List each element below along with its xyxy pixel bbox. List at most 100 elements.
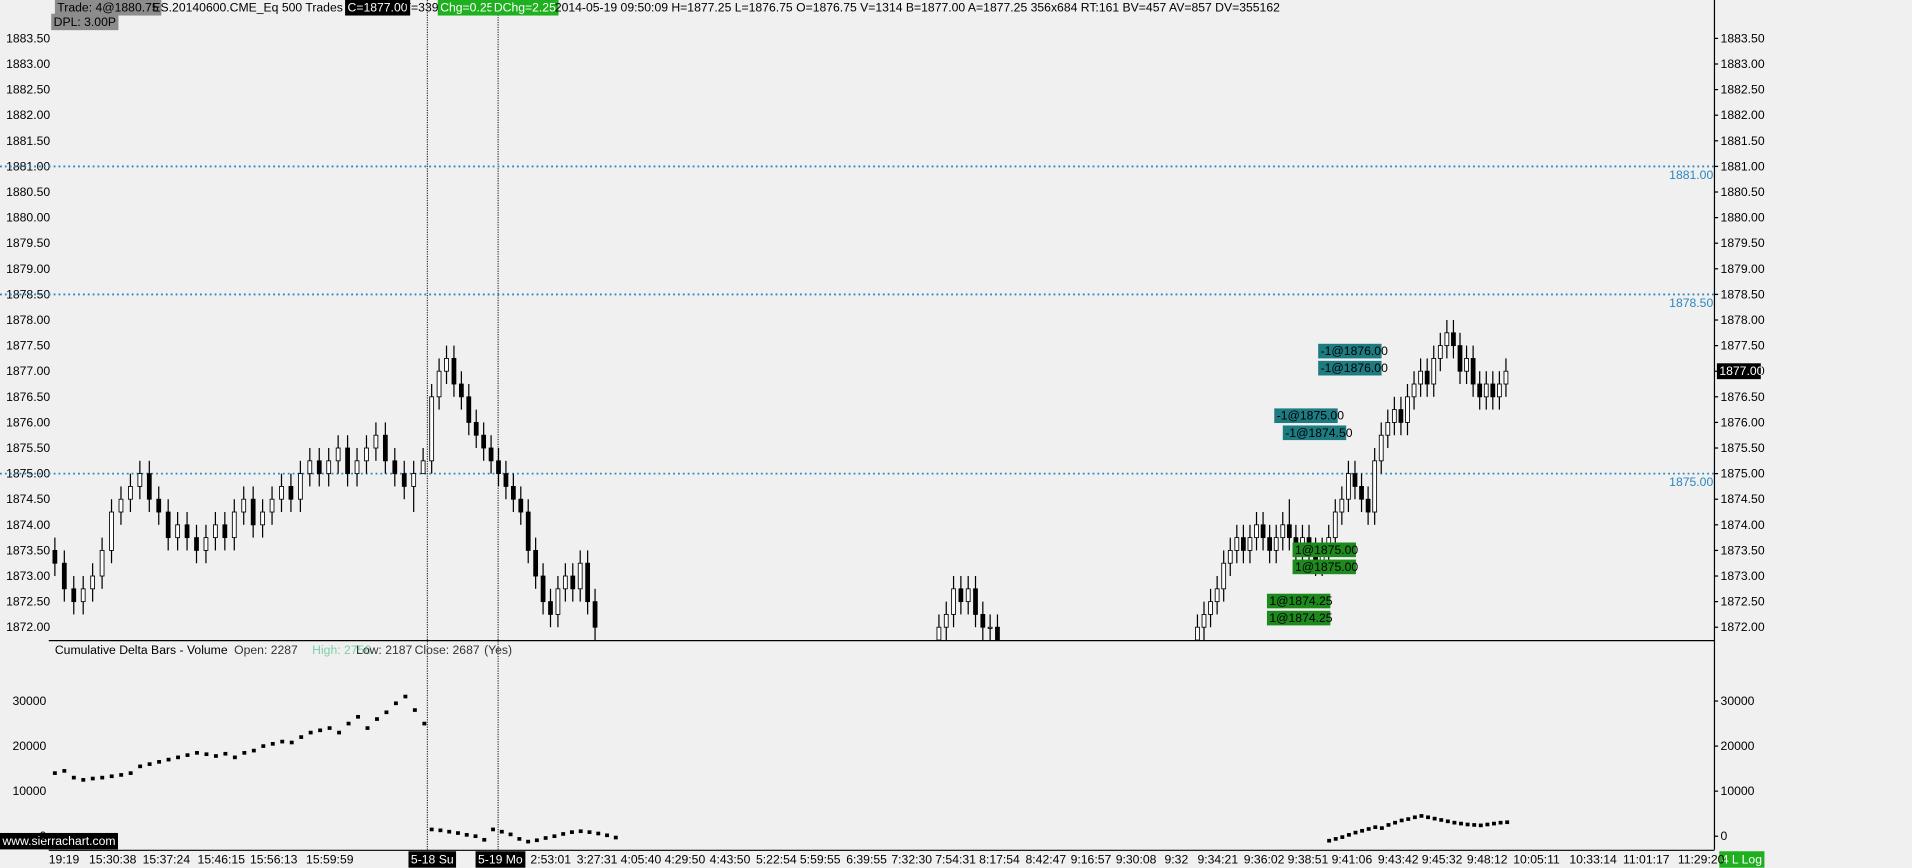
delta-bar bbox=[1379, 826, 1384, 830]
y-tick-label: 30000 bbox=[1721, 694, 1755, 708]
study-stat: Close: 2687 bbox=[415, 643, 480, 657]
time-label: 5:22:54 bbox=[756, 852, 797, 866]
delta-bar bbox=[147, 762, 152, 766]
time-label: 8:42:47 bbox=[1026, 852, 1067, 866]
study-title: Cumulative Delta Bars - Volume bbox=[55, 643, 228, 657]
candle-body bbox=[411, 473, 417, 487]
y-tick-label: 1878.00 bbox=[6, 313, 50, 327]
delta-bar bbox=[596, 831, 601, 836]
delta-bar bbox=[438, 828, 443, 833]
y-tick-label: 1872.00 bbox=[6, 620, 50, 634]
level-label: 1875.00 bbox=[1669, 475, 1713, 489]
delta-bar bbox=[176, 755, 180, 760]
candle-body bbox=[316, 460, 322, 475]
y-tick-label: 1880.50 bbox=[6, 185, 50, 199]
delta-bar bbox=[356, 714, 360, 719]
candle-body bbox=[269, 498, 275, 513]
delta-bar bbox=[1492, 821, 1496, 826]
candle-body bbox=[1391, 409, 1397, 423]
candle-body bbox=[61, 562, 67, 590]
candle-body bbox=[373, 434, 379, 449]
candle-body bbox=[1431, 357, 1437, 385]
candle-body bbox=[1457, 345, 1463, 372]
delta-bar bbox=[1445, 819, 1450, 824]
delta-bar bbox=[1333, 837, 1338, 841]
delta-bar bbox=[166, 757, 171, 762]
delta-bar bbox=[280, 739, 285, 744]
delta-bar bbox=[242, 751, 247, 755]
delta-bar bbox=[1366, 827, 1371, 831]
candle-body bbox=[1451, 332, 1456, 347]
delta-bar bbox=[605, 833, 609, 838]
candle-body bbox=[496, 460, 501, 475]
y-tick-label: 1873.00 bbox=[6, 569, 50, 583]
delta-bar bbox=[422, 721, 427, 726]
candle-body bbox=[1418, 370, 1423, 385]
time-label: 19:19 bbox=[49, 852, 80, 866]
candle-body bbox=[1359, 485, 1364, 500]
time-label: 9:34:21 bbox=[1197, 852, 1238, 866]
candle-body bbox=[481, 434, 487, 449]
y-tick-label: 1879.50 bbox=[6, 236, 50, 250]
time-label: 5-18 Su bbox=[411, 852, 454, 866]
delta-bar bbox=[327, 726, 332, 730]
y-tick-label: 1873.50 bbox=[6, 543, 50, 557]
candle-body bbox=[1398, 409, 1404, 423]
delta-bar bbox=[52, 771, 57, 775]
candle-body bbox=[137, 473, 143, 487]
y-tick-label: 1883.50 bbox=[1721, 31, 1765, 45]
candle-body bbox=[1332, 511, 1338, 539]
delta-bar bbox=[1478, 823, 1483, 828]
delta-bar bbox=[1399, 818, 1404, 823]
delta-bar bbox=[499, 829, 504, 834]
delta-bar bbox=[1439, 818, 1444, 822]
candle-body bbox=[241, 498, 247, 513]
candle-body bbox=[175, 524, 181, 539]
time-label: 9:16:57 bbox=[1071, 852, 1112, 866]
time-label: 2:53:01 bbox=[530, 852, 571, 866]
y-tick-label: 1875.50 bbox=[6, 441, 50, 455]
candle-body bbox=[980, 614, 986, 628]
y-tick-label: 1878.50 bbox=[1721, 287, 1765, 301]
time-label: 10:05:11 bbox=[1513, 852, 1560, 866]
order-label: -1@1874.50 bbox=[1285, 426, 1352, 440]
delta-bar bbox=[375, 717, 379, 721]
candle-body bbox=[1483, 383, 1489, 398]
time-label: 15:59:59 bbox=[306, 852, 354, 866]
y-tick-label: 1881.00 bbox=[1721, 159, 1765, 173]
order-label: -1@1875.00 bbox=[1277, 409, 1344, 423]
delta-bar bbox=[1373, 825, 1378, 830]
delta-bar bbox=[223, 751, 228, 756]
daily-change-label: DChg=2.25 bbox=[494, 0, 556, 14]
y-tick-label: 20000 bbox=[1721, 739, 1755, 753]
label-background bbox=[475, 851, 526, 868]
label-background bbox=[491, 0, 559, 16]
candle-body bbox=[458, 383, 464, 398]
time-label: 4:43:50 bbox=[710, 852, 751, 866]
order-label-bg bbox=[1266, 593, 1331, 609]
change-label: Chg=0.25 bbox=[440, 0, 493, 14]
y-tick-label: 0 bbox=[1721, 829, 1728, 843]
delta-bar bbox=[1327, 838, 1332, 843]
delta-bar bbox=[138, 764, 143, 769]
delta-bar bbox=[261, 744, 266, 748]
delta-bar bbox=[456, 831, 460, 835]
delta-bar bbox=[365, 726, 370, 730]
order-label-bg bbox=[1282, 425, 1347, 441]
candle-body bbox=[525, 511, 531, 551]
candle-body bbox=[297, 473, 303, 500]
y-tick-label: 1882.50 bbox=[1721, 83, 1765, 97]
y-tick-label: 1883.50 bbox=[6, 31, 50, 45]
delta-bar bbox=[270, 742, 275, 746]
y-tick-label: 1874.00 bbox=[6, 518, 50, 532]
candle-body bbox=[1195, 626, 1200, 641]
y-tick-label: 1872.50 bbox=[6, 595, 50, 609]
candle-body bbox=[99, 549, 105, 577]
delta-bar bbox=[1452, 820, 1457, 825]
candle-body bbox=[451, 357, 457, 385]
delta-bar bbox=[337, 730, 342, 735]
y-tick-label: 1874.50 bbox=[6, 492, 50, 506]
delta-bar bbox=[213, 754, 218, 758]
delta-bar bbox=[1485, 822, 1490, 827]
